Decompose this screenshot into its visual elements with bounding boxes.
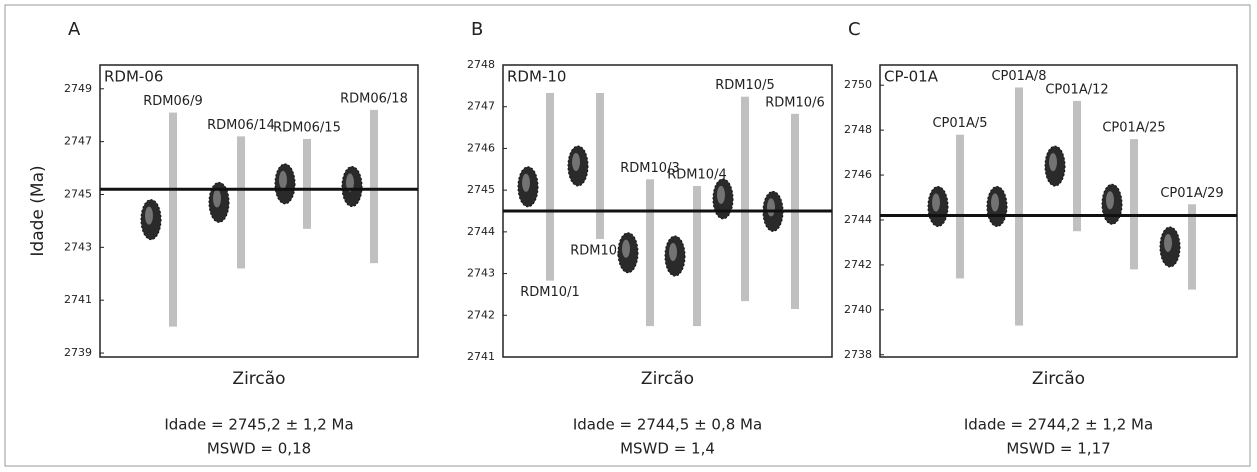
annotation: MSWD = 1,4 (620, 440, 715, 458)
error-bar (693, 186, 701, 326)
zircon-highlight (669, 243, 677, 261)
panel-label: B (471, 19, 483, 40)
annotation: Idade = 2744,2 ± 1,2 Ma (964, 416, 1153, 434)
bar-label: CP01A/5 (932, 116, 987, 131)
error-bar (596, 93, 604, 239)
error-bar (370, 110, 378, 263)
y-tick-label: 2748 (844, 123, 872, 136)
zircon-highlight (991, 194, 999, 212)
bar-label: CP01A/29 (1160, 186, 1223, 201)
panel-title: CP-01A (884, 68, 939, 86)
y-tick-label: 2746 (467, 141, 495, 154)
bar-label: RDM06/18 (340, 91, 408, 106)
x-axis-label: Zircão (1032, 369, 1085, 389)
y-axis-label: Idade (Ma) (28, 165, 48, 256)
zircon-highlight (1049, 153, 1057, 171)
y-tick-label: 2743 (467, 267, 495, 280)
zircon-highlight (213, 189, 221, 207)
error-bar (303, 139, 311, 229)
bar-label: RDM06/15 (273, 120, 341, 135)
y-tick-label: 2746 (844, 168, 872, 181)
zircon-highlight (932, 194, 940, 212)
y-tick-label: 2747 (467, 100, 495, 113)
bar-label: RDM06/9 (143, 94, 202, 109)
annotation: MSWD = 1,17 (1006, 440, 1110, 458)
error-bar (1130, 139, 1138, 269)
y-tick-label: 2745 (467, 183, 495, 196)
y-tick-label: 2744 (844, 213, 872, 226)
y-tick-label: 2738 (844, 348, 872, 361)
y-tick-label: 2748 (467, 58, 495, 71)
zircon-highlight (145, 207, 153, 225)
zircon-highlight (622, 240, 630, 258)
annotation: MSWD = 0,18 (207, 440, 311, 458)
bar-label: RDM10/6 (765, 95, 824, 110)
y-tick-label: 2742 (844, 258, 872, 271)
y-tick-label: 2741 (64, 293, 92, 306)
error-bar (546, 93, 554, 281)
y-tick-label: 2745 (64, 187, 92, 200)
error-bar (237, 136, 245, 268)
bar-label: CP01A/12 (1045, 82, 1108, 97)
y-tick-label: 2743 (64, 240, 92, 253)
x-axis-label: Zircão (232, 369, 285, 389)
bar-label: CP01A/25 (1102, 121, 1165, 136)
y-tick-label: 2741 (467, 350, 495, 363)
y-tick-label: 2750 (844, 78, 872, 91)
annotation: Idade = 2744,5 ± 0,8 Ma (573, 416, 762, 434)
y-tick-label: 2747 (64, 135, 92, 148)
error-bar (1073, 101, 1081, 231)
bar-label: RDM10/1 (520, 285, 579, 300)
zircon-highlight (717, 186, 725, 204)
figure: A RDM-06 Idade (Ma) Zircão Idade = 2745,2 ± … (0, 0, 1257, 472)
zircon-highlight (1106, 191, 1114, 209)
error-bar (1015, 87, 1023, 325)
error-bar (646, 179, 654, 326)
zircon-highlight (1164, 234, 1172, 252)
y-tick-label: 2739 (64, 346, 92, 359)
error-bar (169, 113, 177, 327)
bar-label: RDM10/4 (667, 167, 726, 182)
panel-label: A (68, 19, 81, 40)
bar-label: CP01A/8 (991, 69, 1046, 84)
annotation: Idade = 2745,2 ± 1,2 Ma (164, 416, 353, 434)
y-tick-label: 2744 (467, 225, 495, 238)
y-tick-label: 2749 (64, 82, 92, 95)
y-tick-label: 2742 (467, 308, 495, 321)
y-tick-label: 2740 (844, 303, 872, 316)
panel-label: C (848, 19, 861, 40)
panel-title: RDM-10 (507, 68, 566, 86)
x-axis-label: Zircão (641, 369, 694, 389)
zircon-highlight (767, 198, 775, 216)
bar-label: RDM06/14 (207, 118, 275, 133)
error-bar (1188, 204, 1196, 289)
error-bar (956, 135, 964, 279)
bar-label: RDM10/5 (715, 78, 774, 93)
panel-title: RDM-06 (104, 68, 163, 86)
error-bar (741, 97, 749, 301)
zircon-highlight (522, 174, 530, 192)
zircon-highlight (572, 153, 580, 171)
zircon-highlight (279, 171, 287, 189)
